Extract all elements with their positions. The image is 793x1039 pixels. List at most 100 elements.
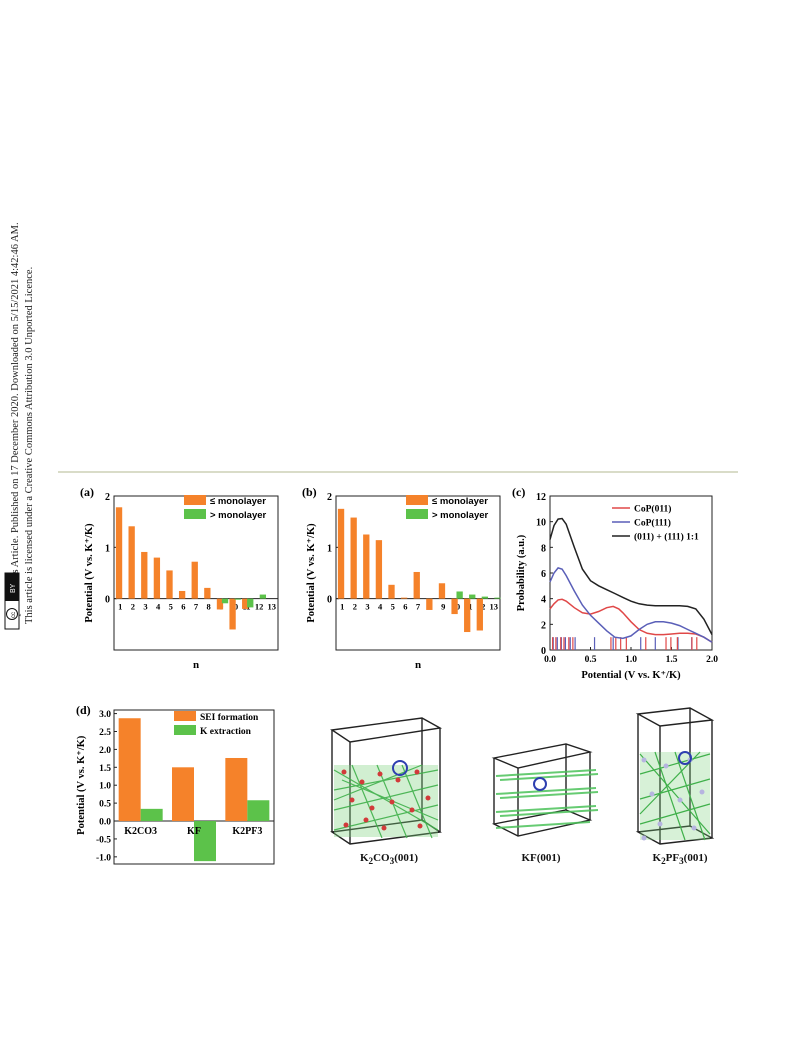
sidebar-line-1: Open Access Article. Published on 17 Dec…	[10, 222, 21, 624]
x-tick-label: 5	[391, 602, 395, 612]
y-tick-label: 4	[541, 595, 546, 606]
bar-monolayer	[166, 570, 173, 599]
bar-monolayer	[426, 598, 433, 610]
y-tick-label: 12	[536, 492, 546, 503]
bar-monolayer	[178, 590, 186, 599]
bar-k-extraction	[194, 821, 216, 862]
legend-label: ≤ monolayer	[210, 496, 266, 507]
structure-label-kf: KF(001)	[521, 852, 561, 864]
series-line-blue	[549, 567, 713, 643]
y-tick-label: 0	[105, 595, 110, 606]
atom-lattice	[333, 760, 439, 839]
structure-kf	[491, 743, 599, 837]
y-tick-label: 0	[327, 595, 332, 606]
x-tick-label: 2	[353, 602, 357, 612]
bar-monolayer	[337, 508, 345, 599]
panel-label: (b)	[302, 485, 317, 499]
atom-lattice	[639, 751, 711, 841]
license-sidebar: Open Access Article. Published on 17 Dec…	[4, 222, 35, 630]
y-tick-label: 2.5	[99, 728, 111, 738]
bar-above-monolayer	[259, 594, 267, 599]
legend-swatch	[174, 711, 196, 721]
bar-monolayer	[451, 598, 458, 615]
cc-license-badge[interactable]: BY cc	[4, 572, 20, 630]
chart-panel-c: (c) 0 2 4 6 8 10 12 0.0 0.5 1.0 1.5 2.0 Probability (…	[512, 485, 718, 681]
cc-badge-label: cc	[11, 612, 17, 618]
x-tick-label: 3	[143, 602, 147, 612]
y-tick-label: 1.0	[99, 782, 111, 792]
x-axis-label: Potential (V vs. K⁺/K)	[581, 670, 681, 681]
panel-label: (d)	[76, 703, 91, 717]
y-tick-label: 10	[536, 518, 546, 529]
legend-label: (011) + (111) 1:1	[634, 532, 699, 543]
y-tick-label: 1	[105, 543, 110, 554]
x-tick-label: 4	[156, 602, 161, 612]
x-tick-label: 1.0	[625, 655, 637, 665]
x-tick-label: 12	[255, 602, 263, 612]
x-tick-label: 9	[441, 602, 445, 612]
x-tick-label: 0.5	[585, 655, 597, 665]
x-tick-label: 13	[489, 602, 498, 612]
cc-icon	[6, 608, 18, 620]
y-tick-label: 0	[541, 646, 546, 657]
bar-monolayer	[350, 517, 357, 599]
series-line-black	[549, 517, 713, 635]
plot-frame	[113, 709, 275, 865]
bar-monolayer	[229, 598, 236, 630]
bar-monolayer	[141, 551, 148, 599]
structure-k2pf3	[635, 707, 715, 845]
k-atom-highlight	[678, 751, 692, 765]
bar-above-monolayer	[247, 598, 254, 608]
y-tick-label: 8	[541, 543, 546, 554]
bar-monolayer	[191, 561, 198, 599]
y-tick-label: -0.5	[96, 835, 111, 845]
bar-monolayer	[476, 598, 483, 631]
legend-label: > monolayer	[432, 510, 489, 521]
bar-monolayer	[375, 540, 383, 599]
x-tick-label: 6	[181, 602, 185, 612]
bar-above-monolayer	[494, 597, 501, 599]
y-axis-label: Potential (V vs. K⁺/K)	[306, 523, 317, 623]
legend-label: ≤ monolayer	[432, 496, 488, 507]
x-axis-label: n	[193, 659, 199, 671]
bar-monolayer	[153, 557, 161, 599]
y-axis-label: Probability (a.u.)	[516, 534, 527, 611]
atom-layers	[495, 769, 599, 829]
y-tick-label: 6	[541, 569, 546, 580]
x-tick-label: 1	[118, 602, 122, 612]
x-tick-label: 4	[378, 602, 383, 612]
x-tick-label: 8	[206, 602, 210, 612]
legend-swatch	[406, 509, 428, 519]
by-badge-label: BY	[10, 583, 17, 593]
y-axis-label: Potential (V vs. K⁺/K)	[76, 735, 87, 835]
bar-monolayer	[438, 583, 446, 599]
bar-monolayer	[464, 598, 471, 633]
legend-swatch	[406, 495, 428, 505]
sidebar-line-2: This article is licensed under a Creativ…	[24, 267, 35, 624]
x-axis-label: n	[415, 659, 421, 671]
legend-swatch	[184, 509, 206, 519]
bar-monolayer	[204, 587, 211, 599]
k-atom-highlight	[392, 760, 408, 776]
bar-sei-formation	[172, 767, 194, 822]
x-tick-label: 13	[267, 602, 276, 612]
bar-monolayer	[128, 526, 135, 599]
x-tick-label: KF	[187, 826, 201, 837]
x-tick-label: 1.5	[666, 655, 678, 665]
x-tick-label: 7	[194, 602, 199, 612]
bar-monolayer	[242, 598, 249, 609]
legend-label: K extraction	[200, 727, 252, 737]
legend-swatch	[184, 495, 206, 505]
y-tick-label: -1.0	[96, 853, 111, 863]
k-atom-highlight	[533, 777, 547, 791]
bar-monolayer	[413, 571, 420, 599]
bar-monolayer	[115, 507, 123, 599]
bar-k-extraction	[247, 800, 270, 822]
x-tick-label: 6	[403, 602, 407, 612]
y-tick-label: 1.5	[99, 764, 111, 774]
chart-panel-d: (d) -1.0 -0.5 0.0 0.5 1.0 1.5 2.0 2.5 3.0 Potentia…	[76, 703, 275, 865]
y-tick-label: 1	[327, 543, 332, 554]
x-tick-label: K2PF3	[232, 826, 262, 837]
